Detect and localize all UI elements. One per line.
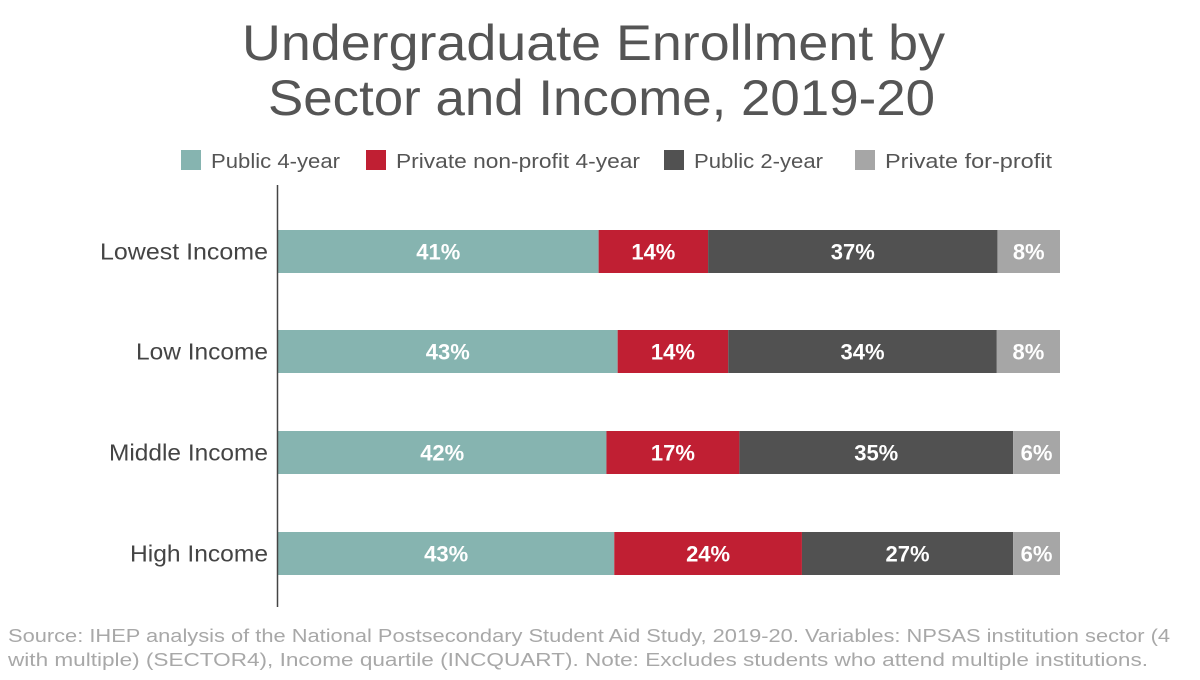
category-label-low-income: Low Income bbox=[136, 339, 268, 365]
bar-lowest-income-public-4-year bbox=[278, 230, 599, 273]
value-label-middle-income-public-2-year: 35% bbox=[854, 441, 898, 466]
legend-swatch-private-for-profit bbox=[855, 150, 875, 170]
bar-middle-income-private-non-profit-4-year bbox=[606, 431, 740, 474]
bar-lowest-income-public-2-year bbox=[708, 230, 998, 273]
bar-low-income-public-4-year bbox=[278, 330, 618, 373]
legend-swatch-public-2-year bbox=[664, 150, 684, 170]
legend: Public 4-year Private non-profit 4-year … bbox=[181, 150, 1053, 173]
bar-high-income-public-2-year bbox=[801, 532, 1014, 575]
category-label-high-income: High Income bbox=[130, 541, 268, 567]
value-label-lowest-income-private-non-profit-4-year: 14% bbox=[631, 240, 675, 265]
bar-high-income-private-for-profit bbox=[1013, 532, 1060, 575]
legend-label-public-2-year: Public 2-year bbox=[694, 151, 823, 173]
value-label-middle-income-public-4-year: 42% bbox=[420, 441, 464, 466]
legend-swatch-private-nonprofit bbox=[366, 150, 386, 170]
value-label-middle-income-private-non-profit-4-year: 17% bbox=[651, 441, 695, 466]
bar-middle-income-private-for-profit bbox=[1013, 431, 1060, 474]
legend-label-public-4-year: Public 4-year bbox=[211, 151, 340, 173]
value-label-high-income-private-for-profit: 6% bbox=[1021, 542, 1053, 567]
chart-title-line-1: Undergraduate Enrollment by bbox=[242, 15, 945, 71]
source-note-line-2: with multiple) (SECTOR4), Income quartil… bbox=[7, 650, 1148, 670]
bar-high-income-public-4-year bbox=[278, 532, 615, 575]
value-label-low-income-private-non-profit-4-year: 14% bbox=[651, 340, 695, 365]
bar-low-income-private-non-profit-4-year bbox=[617, 330, 729, 373]
bar-low-income-public-2-year bbox=[728, 330, 997, 373]
legend-label-private-for-profit: Private for-profit bbox=[885, 151, 1053, 173]
value-label-low-income-public-2-year: 34% bbox=[841, 340, 885, 365]
value-label-low-income-private-for-profit: 8% bbox=[1013, 340, 1045, 365]
legend-swatch-public-4-year bbox=[181, 150, 201, 170]
chart-title-line-2: Sector and Income, 2019-20 bbox=[268, 70, 935, 126]
category-label-lowest-income: Lowest Income bbox=[100, 239, 268, 265]
bar-middle-income-public-2-year bbox=[739, 431, 1014, 474]
value-label-high-income-public-2-year: 27% bbox=[885, 542, 929, 567]
value-label-low-income-public-4-year: 43% bbox=[426, 340, 470, 365]
legend-label-private-nonprofit: Private non-profit 4-year bbox=[396, 151, 640, 173]
bar-lowest-income-private-non-profit-4-year bbox=[598, 230, 709, 273]
source-note-line-1: Source: IHEP analysis of the National Po… bbox=[8, 626, 1170, 646]
value-label-high-income-public-4-year: 43% bbox=[424, 542, 468, 567]
bar-middle-income-public-4-year bbox=[278, 431, 607, 474]
value-label-lowest-income-private-for-profit: 8% bbox=[1013, 240, 1045, 265]
value-label-middle-income-private-for-profit: 6% bbox=[1021, 441, 1053, 466]
value-label-lowest-income-public-4-year: 41% bbox=[416, 240, 460, 265]
bars: Lowest Income 41% 14% 37% 8% Low Income 43% 14%… bbox=[100, 230, 1060, 575]
bar-low-income-private-for-profit bbox=[996, 330, 1060, 373]
bar-high-income-private-non-profit-4-year bbox=[614, 532, 802, 575]
bar-lowest-income-private-for-profit bbox=[997, 230, 1060, 273]
value-label-high-income-private-non-profit-4-year: 24% bbox=[686, 542, 730, 567]
value-label-lowest-income-public-2-year: 37% bbox=[831, 240, 875, 265]
category-label-middle-income: Middle Income bbox=[109, 440, 268, 466]
